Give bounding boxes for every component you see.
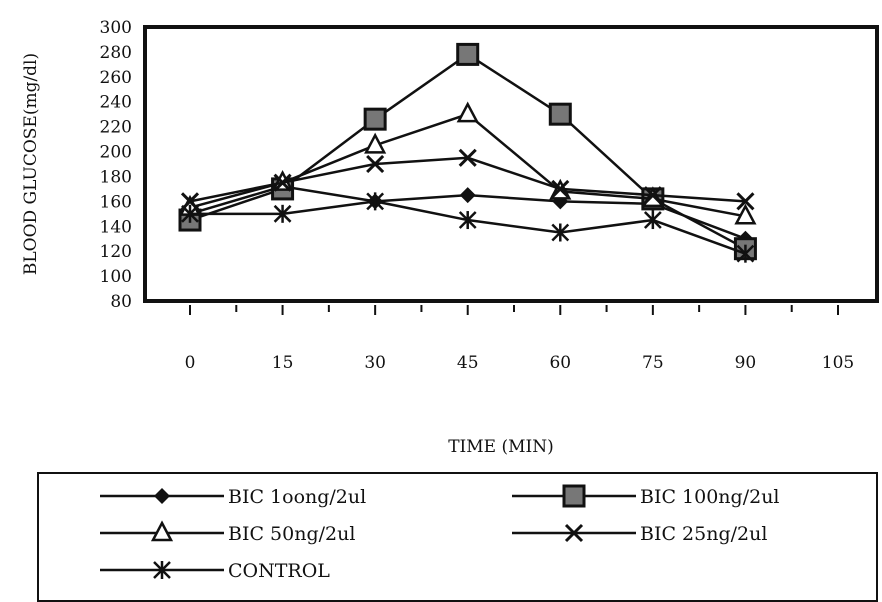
data-point-x [551,179,570,198]
y-tick-label: 240 [100,93,132,113]
x-axis: 0 15 30 45 60 75 90 105 [185,305,854,373]
y-tick-label: 80 [110,292,132,312]
data-point-asterisk [551,223,570,242]
data-point-asterisk [366,192,385,211]
data-point-asterisk [181,204,199,223]
legend-label: BIC 1oong/2ul [228,486,366,508]
y-axis-title: BLOOD GLUCOSE(mg/dl) [21,53,41,275]
x-tick-label: 75 [642,353,664,373]
legend-label: BIC 100ng/2ul [640,486,780,508]
legend-item: BIC 1oong/2ul [100,486,366,508]
series-triangle [178,101,757,225]
data-point-x [273,173,292,192]
data-point-asterisk [153,561,171,579]
y-tick-label: 100 [100,267,132,287]
data-point-square [562,484,586,508]
data-point-triangle [364,132,387,154]
series-x [180,148,755,211]
y-tick-label: 160 [100,192,132,212]
x-tick-label: 15 [272,353,294,373]
legend-item: CONTROL [100,560,330,582]
y-tick-label: 300 [100,18,132,38]
data-point-x [366,154,385,174]
y-tick-label: 140 [100,217,132,237]
x-tick-label: 45 [457,353,479,373]
data-point-x [458,148,477,167]
x-tick-label: 105 [822,353,854,373]
data-point-triangle [150,520,174,542]
y-tick-label: 280 [100,43,132,63]
plot-frame [143,25,879,303]
data-point-asterisk [273,204,292,223]
y-axis: 80 100 120 140 160 180 200 220 240 260 280 300 [100,18,132,312]
data-point-square [363,107,387,131]
legend-item: BIC 100ng/2ul [512,484,780,508]
data-point-diamond [154,488,170,504]
legend-item: BIC 50ng/2ul [100,520,355,545]
legend-box [37,472,878,602]
data-point-square [456,42,480,66]
data-point-asterisk [736,244,755,263]
legend-label: BIC 25ng/2ul [640,523,767,545]
x-tick-label: 90 [735,353,757,373]
x-tick-label: 60 [549,353,571,373]
legend-item: BIC 25ng/2ul [512,523,767,545]
data-point-x [643,186,662,205]
data-point-triangle [734,203,757,225]
x-tick-label: 30 [364,353,386,373]
legend-label: CONTROL [228,560,330,582]
series-asterisk [181,192,755,263]
data-point-asterisk [643,211,662,230]
legend: BIC 1oong/2ul BIC 100ng/2ul BIC 50ng/2ul BI… [100,484,780,582]
x-tick-label: 0 [185,353,196,373]
data-point-asterisk [458,211,477,230]
series-layer [178,42,757,263]
x-axis-title: TIME (MIN) [448,437,554,457]
data-point-x [736,192,755,211]
y-tick-label: 220 [100,118,132,138]
data-point-square [548,102,572,126]
data-point-diamond [459,187,476,204]
y-tick-label: 200 [100,143,132,163]
data-point-triangle [456,101,479,123]
y-tick-label: 180 [100,167,132,187]
data-point-x [180,192,200,211]
y-tick-label: 260 [100,68,132,88]
data-point-x [564,523,584,543]
legend-label: BIC 50ng/2ul [228,523,355,545]
y-tick-label: 120 [100,242,132,262]
